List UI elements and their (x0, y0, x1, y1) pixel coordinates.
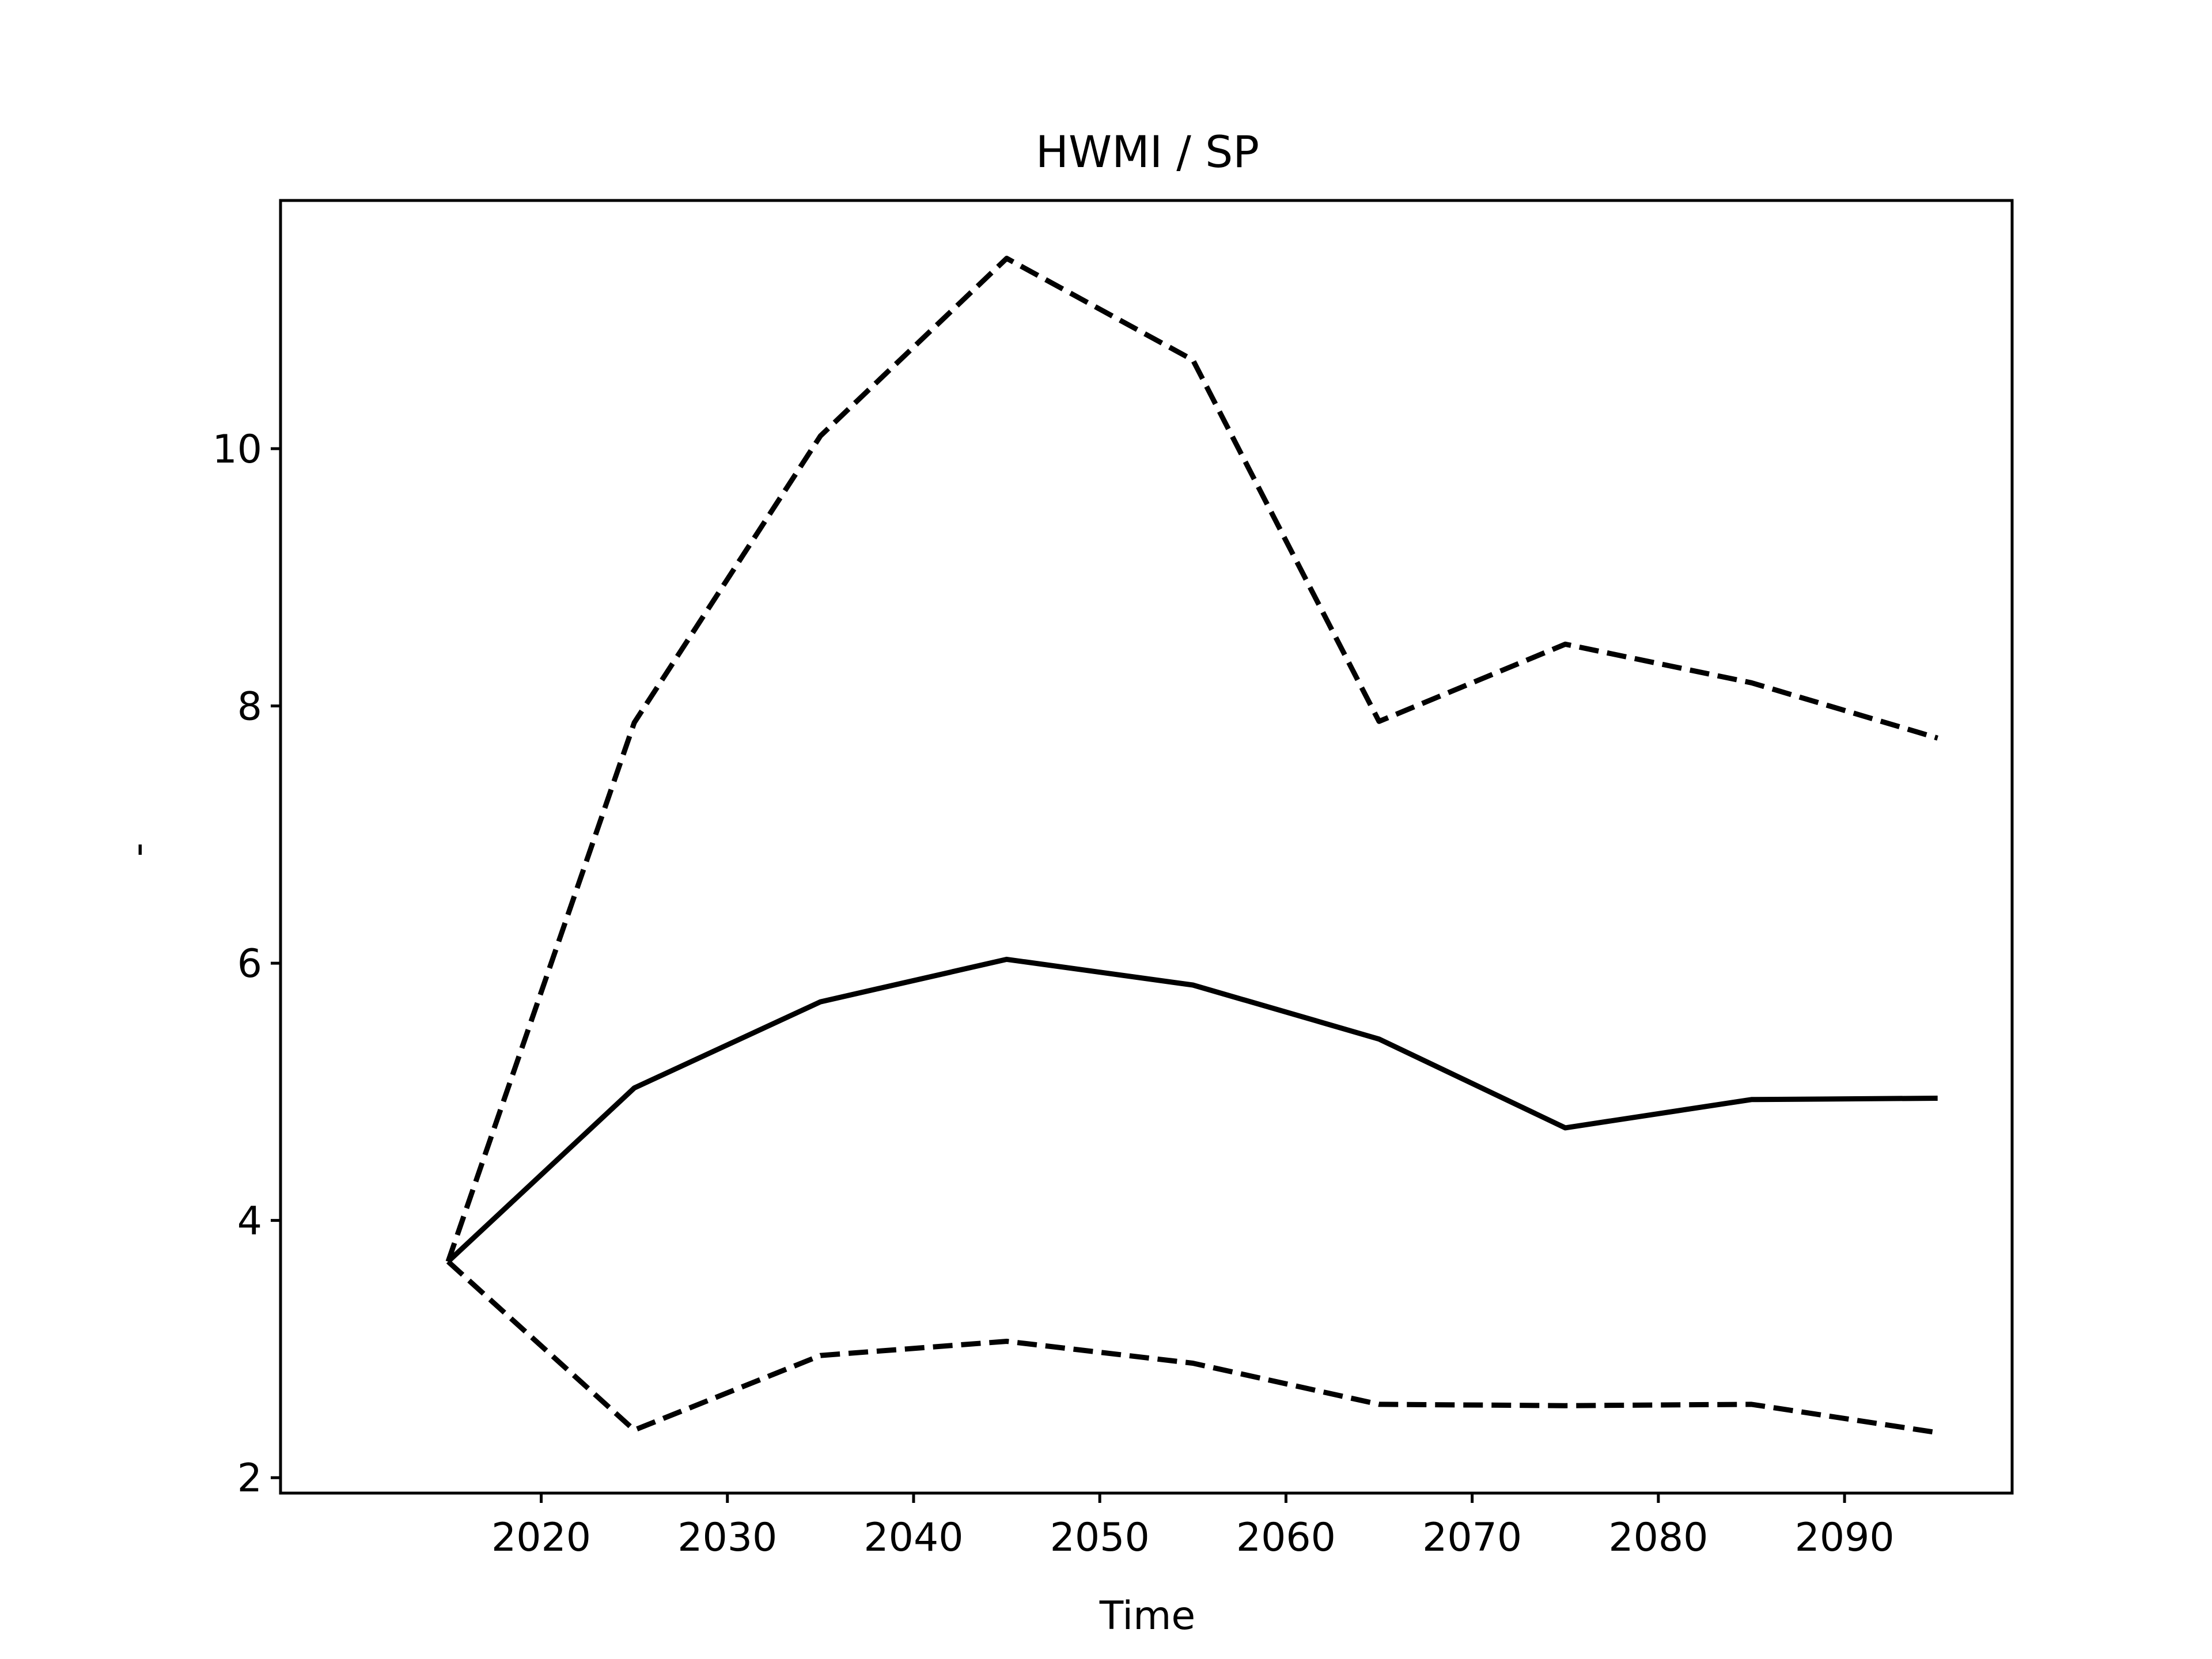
x-tick-label: 2070 (1422, 1515, 1522, 1560)
series-layer (445, 256, 1938, 1435)
y-tick-label: 2 (237, 1456, 262, 1501)
y-tick-label: 6 (237, 941, 262, 987)
x-tick-label: 2020 (491, 1515, 591, 1560)
x-tick-label: 2050 (1050, 1515, 1150, 1560)
dashed-series-line-3 (446, 1259, 1938, 1435)
y-tick-label: 4 (237, 1199, 262, 1244)
solid-series-line-1 (446, 956, 1938, 1264)
x-axis: 2020 2030 2040 2050 2060 2070 2080 2090 (491, 1493, 1895, 1560)
x-tick-label: 2080 (1608, 1515, 1708, 1560)
y-tick-label: 8 (237, 684, 262, 730)
plot-frame (279, 199, 2014, 1495)
chart-title: HWMI / SP (1036, 126, 1259, 177)
x-axis-label: Time (1099, 1593, 1195, 1639)
dashed-series-line-2 (445, 256, 1938, 1263)
x-tick-label: 2090 (1795, 1515, 1895, 1560)
y-tick-label: 10 (212, 427, 262, 472)
x-tick-label: 2030 (677, 1515, 777, 1560)
y-axis: 2 4 6 8 10 (212, 427, 281, 1501)
x-tick-label: 2040 (863, 1515, 963, 1560)
y-axis-label: - (115, 843, 161, 857)
x-tick-label: 2060 (1236, 1515, 1336, 1560)
